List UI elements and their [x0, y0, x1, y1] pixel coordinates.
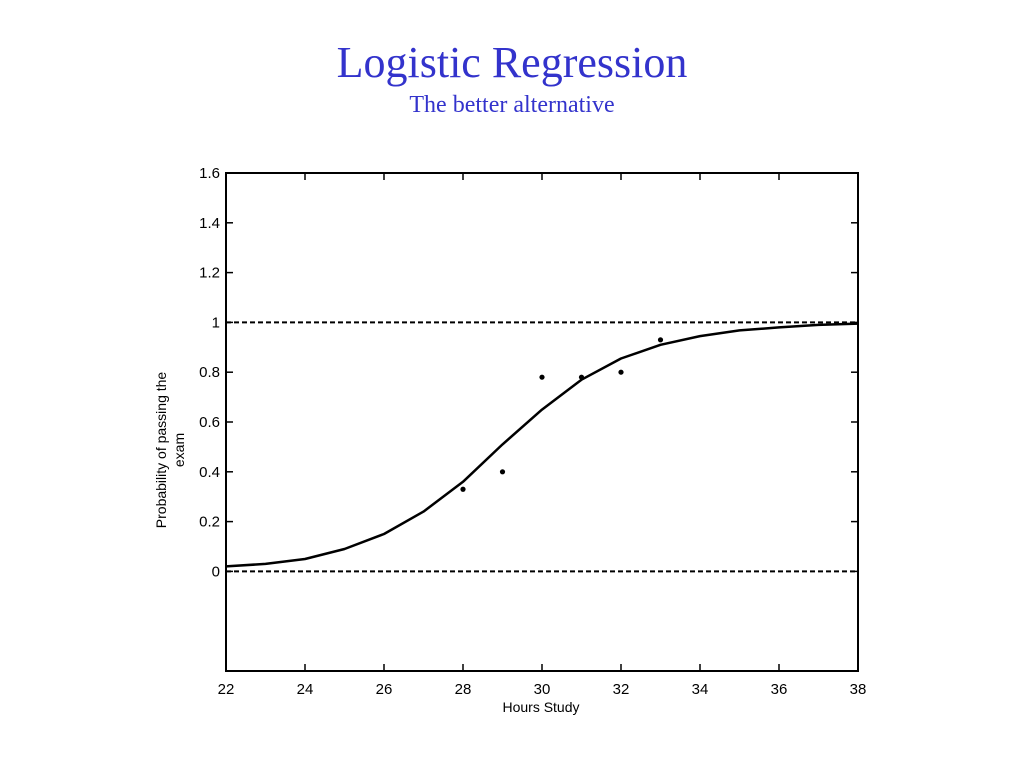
logistic-curve	[225, 322, 859, 568]
x-tick-label: 32	[613, 681, 630, 698]
y-axis-label-line2: exam	[171, 433, 187, 467]
y-tick-label: 0.6	[199, 414, 220, 431]
data-point	[657, 337, 664, 343]
y-tick-label: 0.8	[199, 364, 220, 381]
y-tick-label: 1.2	[199, 265, 220, 282]
x-axis-label: Hours Study	[502, 699, 579, 715]
x-tick-label: 26	[376, 681, 393, 698]
x-tick-label: 22	[218, 681, 235, 698]
x-tick-label: 38	[850, 681, 867, 698]
x-tick-label: 30	[534, 681, 551, 698]
x-tick-label: 28	[455, 681, 472, 698]
y-tick-label: 0.4	[199, 464, 220, 481]
x-tick-label: 24	[297, 681, 314, 698]
plot-frame	[225, 172, 859, 672]
slide-title: Logistic Regression	[336, 38, 688, 87]
data-point	[460, 486, 466, 492]
x-tick-label: 36	[771, 681, 788, 698]
data-point	[618, 369, 624, 375]
x-tick-label: 34	[692, 681, 709, 698]
y-tick-label: 1.6	[199, 165, 220, 182]
data-point	[499, 469, 506, 475]
y-axis-label-line1: Probability of passing the	[153, 372, 169, 529]
y-tick-label: 1.4	[199, 215, 220, 232]
data-point	[539, 374, 545, 380]
data-point	[578, 374, 585, 380]
slide-subtitle: The better alternative	[409, 92, 615, 118]
y-tick-label: 0	[212, 563, 220, 580]
y-tick-label: 0.2	[199, 514, 220, 531]
y-tick-label: 1	[212, 314, 220, 331]
